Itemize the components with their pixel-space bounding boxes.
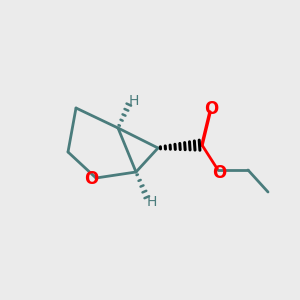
- Text: H: H: [129, 94, 139, 108]
- Text: H: H: [147, 195, 157, 209]
- Text: O: O: [84, 170, 98, 188]
- Text: O: O: [212, 164, 226, 182]
- Text: O: O: [204, 100, 218, 118]
